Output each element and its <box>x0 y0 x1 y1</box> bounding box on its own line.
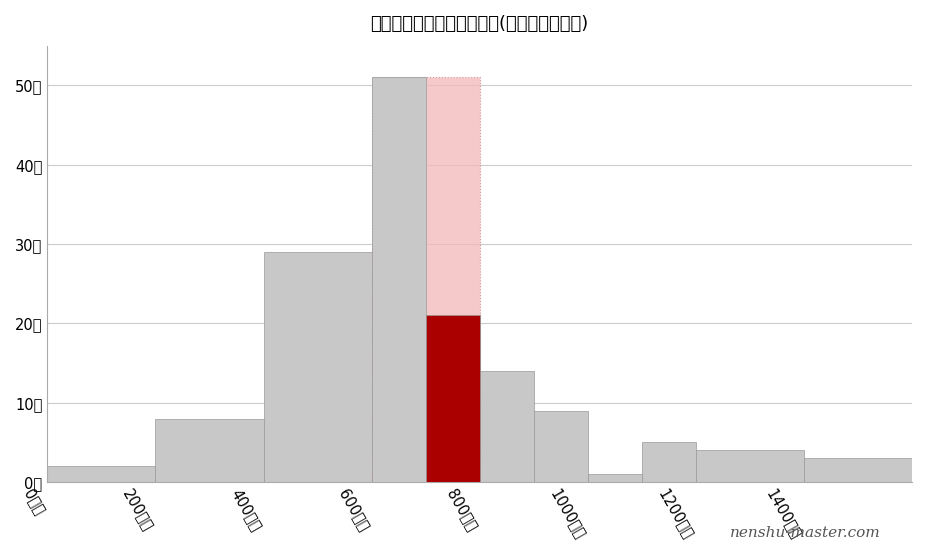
Bar <box>156 419 263 482</box>
Bar <box>479 371 534 482</box>
Bar <box>47 466 156 482</box>
Bar <box>641 442 696 482</box>
Bar <box>588 474 641 482</box>
Bar <box>263 252 372 482</box>
Bar <box>425 315 479 482</box>
Title: 横浜銀行の年収ポジション(銀行・金融業内): 横浜銀行の年収ポジション(銀行・金融業内) <box>371 15 589 33</box>
Bar <box>804 458 912 482</box>
Bar <box>696 451 804 482</box>
Bar <box>534 411 588 482</box>
Bar <box>372 77 425 482</box>
Bar <box>372 77 479 482</box>
Text: nenshu-master.com: nenshu-master.com <box>730 526 881 540</box>
Bar <box>425 315 479 482</box>
